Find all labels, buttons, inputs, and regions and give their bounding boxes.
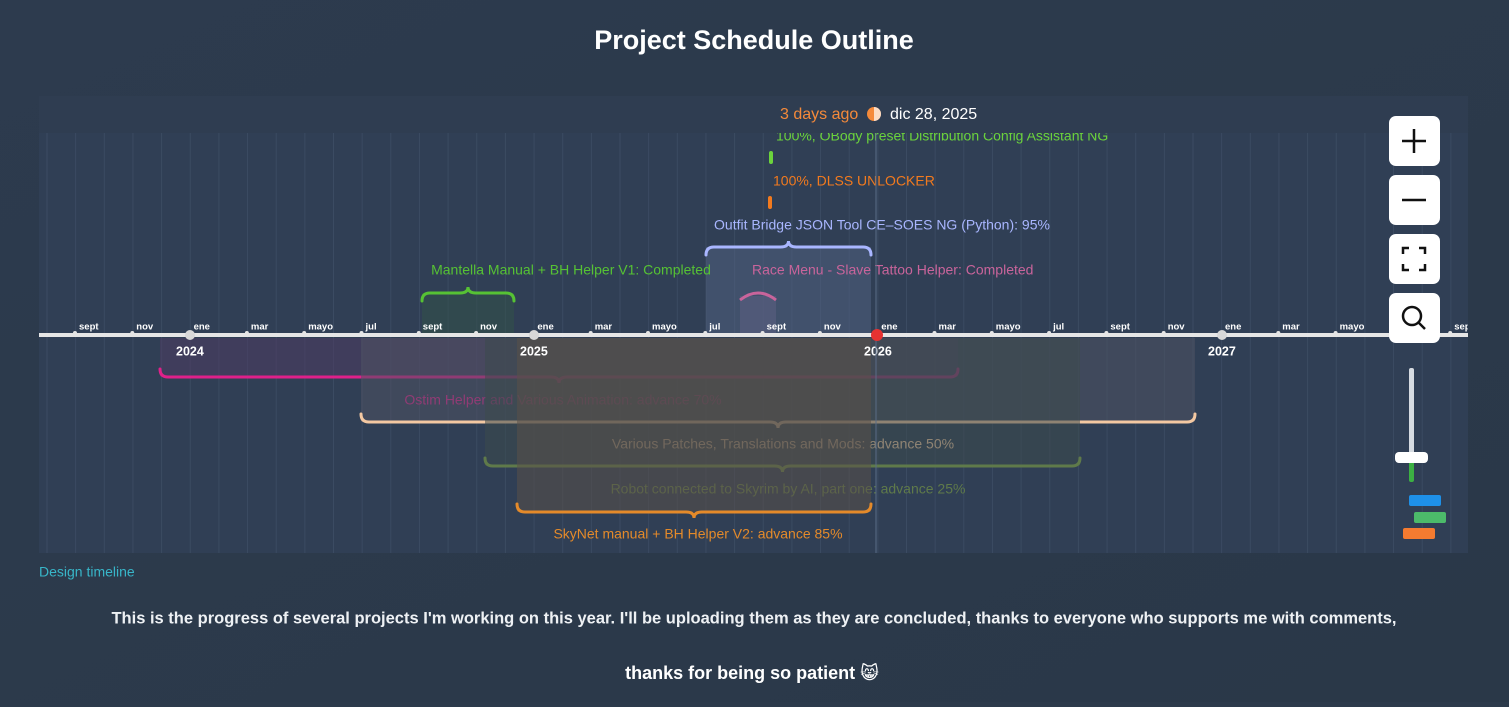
now-date: dic 28, 2025 xyxy=(890,106,977,123)
search-icon-handle xyxy=(1418,322,1426,330)
month-tick xyxy=(359,331,364,335)
month-label: sept xyxy=(79,322,99,333)
month-tick xyxy=(932,331,937,335)
item-label: Race Menu - Slave Tattoo Helper: Complet… xyxy=(752,262,1033,278)
month-label: mayo xyxy=(1340,322,1365,333)
year-tick xyxy=(185,330,195,340)
zoom-in-icon xyxy=(1402,129,1426,153)
month-tick xyxy=(474,331,479,335)
month-label: ene xyxy=(881,322,897,333)
timeline: 100%, OBody preset Distribution Config A… xyxy=(39,128,1474,553)
range-brace xyxy=(704,240,873,257)
now-icon-half xyxy=(874,107,881,121)
point-item xyxy=(769,151,773,164)
item-label: 100%, DLSS UNLOCKER xyxy=(773,173,935,189)
month-label: sept xyxy=(1454,322,1474,333)
year-tick xyxy=(1217,330,1227,340)
zoom-slider-handle[interactable] xyxy=(1395,452,1428,463)
year-label: 2027 xyxy=(1208,344,1236,358)
range-box xyxy=(517,338,871,512)
design-link[interactable]: Design timeline xyxy=(39,564,135,580)
month-label: ene xyxy=(537,322,553,333)
month-tick xyxy=(416,331,421,335)
month-tick xyxy=(817,331,822,335)
fit-icon xyxy=(1401,246,1427,272)
month-tick xyxy=(646,331,650,335)
month-tick xyxy=(73,331,77,335)
range-arc xyxy=(739,291,777,302)
month-tick xyxy=(302,331,307,335)
month-tick xyxy=(989,331,994,335)
month-tick xyxy=(1104,331,1109,335)
month-label: ene xyxy=(1225,322,1241,333)
item-label: Outfit Bridge JSON Tool CE–SOES NG (Pyth… xyxy=(714,217,1050,233)
minimap-bar xyxy=(1414,512,1446,523)
month-label: mayo xyxy=(308,322,333,333)
year-label: 2025 xyxy=(520,344,548,358)
fit-button[interactable] xyxy=(1389,234,1440,284)
controls xyxy=(1389,116,1446,539)
month-label: jul xyxy=(365,322,377,333)
search-icon xyxy=(1401,305,1423,327)
closing-text: thanks for being so patient 😸 xyxy=(625,662,879,683)
month-label: mar xyxy=(1282,322,1300,333)
month-label: mayo xyxy=(996,322,1021,333)
month-label: mar xyxy=(595,322,613,333)
year-label: 2024 xyxy=(176,344,204,358)
month-tick xyxy=(244,331,249,335)
month-tick xyxy=(588,331,593,335)
now-marker xyxy=(871,329,883,341)
year-tick xyxy=(529,330,539,340)
item-label: Mantella Manual + BH Helper V1: Complete… xyxy=(431,262,711,278)
now-relative: 3 days ago xyxy=(780,106,858,123)
search-button[interactable] xyxy=(1389,293,1440,343)
month-tick xyxy=(1448,331,1453,335)
month-tick xyxy=(1161,331,1166,335)
month-label: sept xyxy=(423,322,443,333)
page-title: Project Schedule Outline xyxy=(594,25,914,55)
month-label: nov xyxy=(824,322,842,333)
range-brace xyxy=(515,502,873,519)
item-label: SkyNet manual + BH Helper V2: advance 85… xyxy=(553,526,842,542)
month-label: mayo xyxy=(652,322,677,333)
month-label: sept xyxy=(1110,322,1130,333)
month-tick xyxy=(760,331,765,335)
minimap-bar xyxy=(1403,528,1435,539)
month-tick xyxy=(1276,331,1281,335)
month-label: ene xyxy=(194,322,210,333)
month-label: nov xyxy=(480,322,498,333)
year-label: 2026 xyxy=(864,344,892,358)
month-label: nov xyxy=(136,322,154,333)
minimap-bar xyxy=(1409,495,1441,506)
range-box xyxy=(740,296,776,335)
description: This is the progress of several projects… xyxy=(111,609,1396,627)
range-box xyxy=(706,247,871,335)
month-label: jul xyxy=(1052,322,1064,333)
range-brace xyxy=(420,286,516,303)
month-label: sept xyxy=(767,322,787,333)
zoom-slider-fill xyxy=(1409,460,1414,482)
month-label: jul xyxy=(708,322,720,333)
item-label: 100%, OBody preset Distribution Config A… xyxy=(776,128,1108,144)
month-tick xyxy=(1047,331,1052,335)
month-label: nov xyxy=(1168,322,1186,333)
point-item xyxy=(768,196,772,209)
month-tick xyxy=(130,331,135,335)
month-label: mar xyxy=(939,322,957,333)
month-tick xyxy=(1333,331,1338,335)
range-box xyxy=(422,293,514,335)
month-tick xyxy=(703,331,708,335)
month-label: mar xyxy=(251,322,269,333)
timeline-header xyxy=(39,96,1468,133)
